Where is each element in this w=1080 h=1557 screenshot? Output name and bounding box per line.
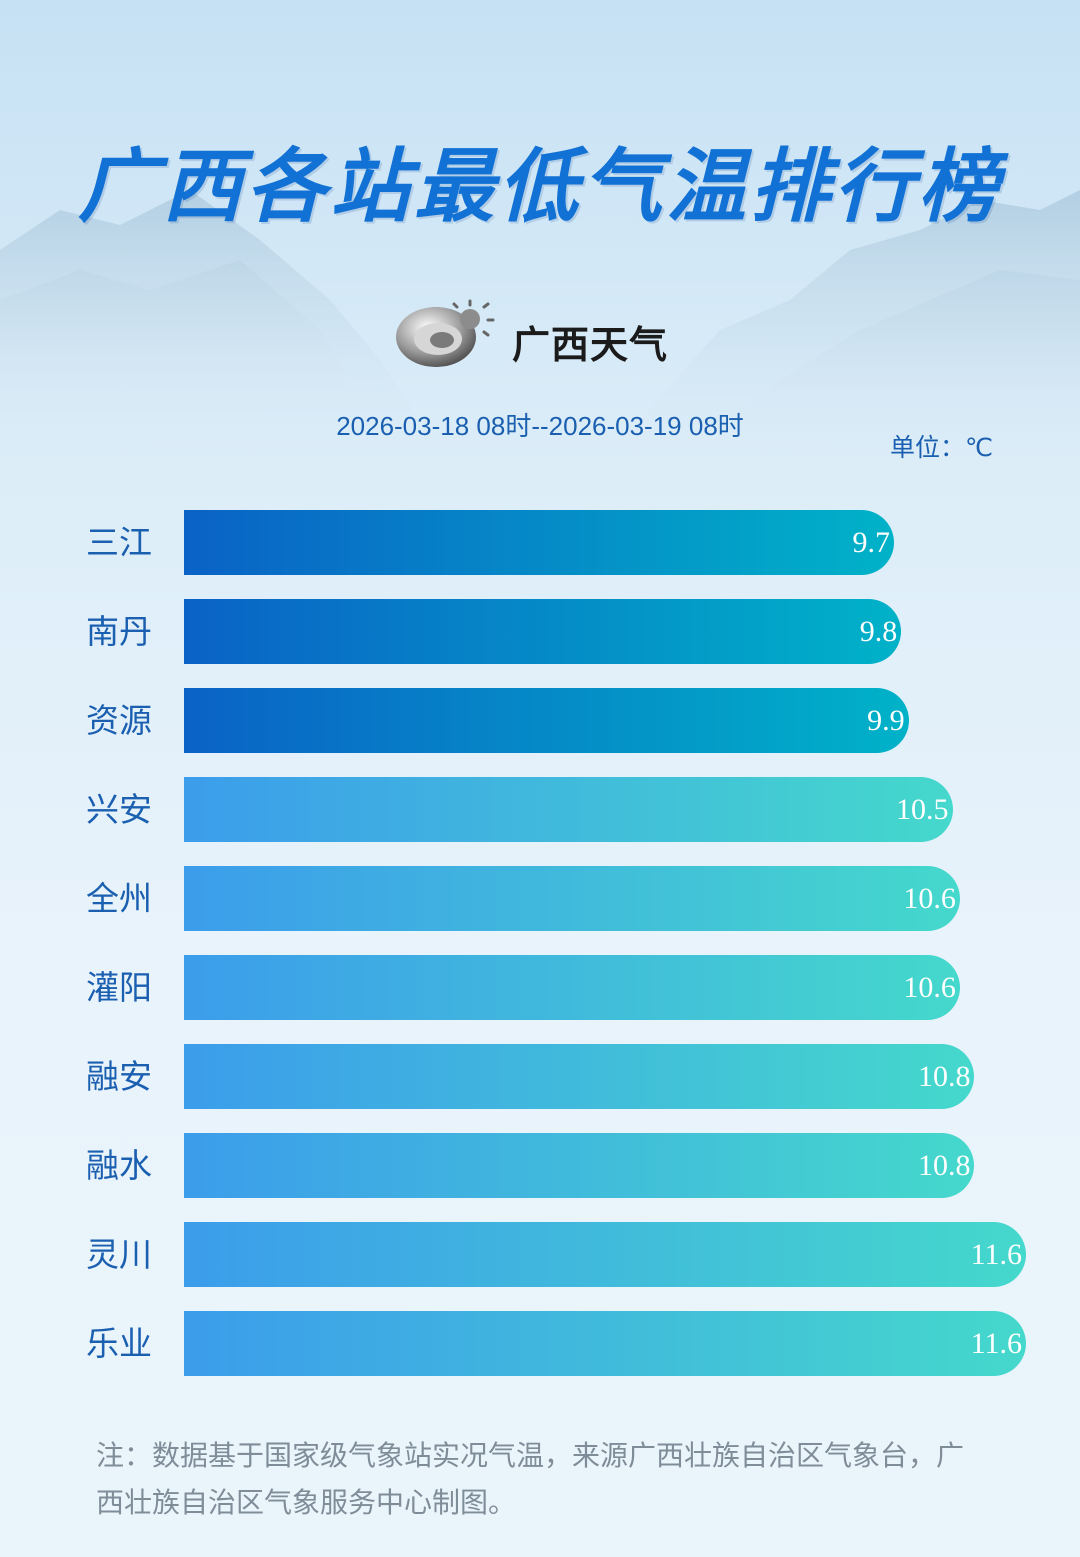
- temperature-bar: 10.5: [184, 777, 953, 842]
- bar-row: 资源 9.9: [0, 688, 1080, 753]
- bar-row: 灌阳 10.6: [0, 955, 1080, 1020]
- bar-row: 乐业 11.6: [0, 1311, 1080, 1376]
- temperature-bar-chart: 三江 9.7 南丹 9.8 资源 9.9 兴安 10.5 全州 10.6 灌阳 10.6 融安 10.8 融…: [0, 500, 1080, 1400]
- bar-value-label: 9.7: [852, 526, 890, 559]
- temperature-bar: 10.8: [184, 1133, 975, 1198]
- bar-row: 灵川 11.6: [0, 1222, 1080, 1287]
- bar-value-label: 9.9: [867, 704, 905, 737]
- footer-note: 注：数据基于国家级气象站实况气温，来源广西壮族自治区气象台，广西壮族自治区气象服…: [96, 1439, 965, 1519]
- temperature-bar: 11.6: [184, 1311, 1026, 1376]
- weather-logo-icon: [396, 299, 495, 367]
- temperature-bar: 10.6: [184, 866, 960, 931]
- bar-row: 兴安 10.5: [0, 777, 1080, 842]
- temperature-bar: 9.9: [184, 688, 909, 753]
- station-label: 灌阳: [86, 968, 152, 1007]
- station-label: 南丹: [86, 612, 152, 651]
- station-label: 三江: [86, 523, 152, 562]
- unit-label: 单位：℃: [890, 433, 994, 462]
- station-label: 全州: [86, 879, 152, 918]
- station-label: 乐业: [86, 1324, 152, 1363]
- bar-row: 三江 9.7: [0, 510, 1080, 575]
- bar-value-label: 9.8: [859, 615, 898, 648]
- station-label: 融水: [86, 1146, 152, 1185]
- bar-value-label: 10.6: [903, 971, 956, 1004]
- bar-row: 融安 10.8: [0, 1044, 1080, 1109]
- logo-text: 广西天气: [512, 323, 669, 367]
- bar-row: 全州 10.6: [0, 866, 1080, 931]
- bar-row: 南丹 9.8: [0, 599, 1080, 664]
- bar-value-label: 10.5: [896, 793, 949, 826]
- temperature-bar: 10.8: [184, 1044, 975, 1109]
- bar-value-label: 10.6: [903, 882, 956, 915]
- bar-value-label: 11.6: [970, 1238, 1022, 1271]
- temperature-bar: 9.8: [184, 599, 902, 664]
- bar-value-label: 11.6: [970, 1327, 1022, 1360]
- station-label: 灵川: [86, 1235, 152, 1274]
- bar-value-label: 10.8: [917, 1149, 971, 1182]
- bar-row: 融水 10.8: [0, 1133, 1080, 1198]
- page-title: 广西各站最低气温排行榜: [78, 140, 1002, 233]
- bar-value-label: 10.8: [917, 1060, 971, 1093]
- time-period: 2026-03-18 08时--2026-03-19 08时: [336, 411, 744, 441]
- temperature-bar: 9.7: [184, 510, 894, 575]
- temperature-bar: 11.6: [184, 1222, 1026, 1287]
- station-label: 兴安: [86, 790, 152, 829]
- station-label: 资源: [86, 701, 152, 740]
- temperature-bar: 10.6: [184, 955, 960, 1020]
- station-label: 融安: [86, 1057, 152, 1096]
